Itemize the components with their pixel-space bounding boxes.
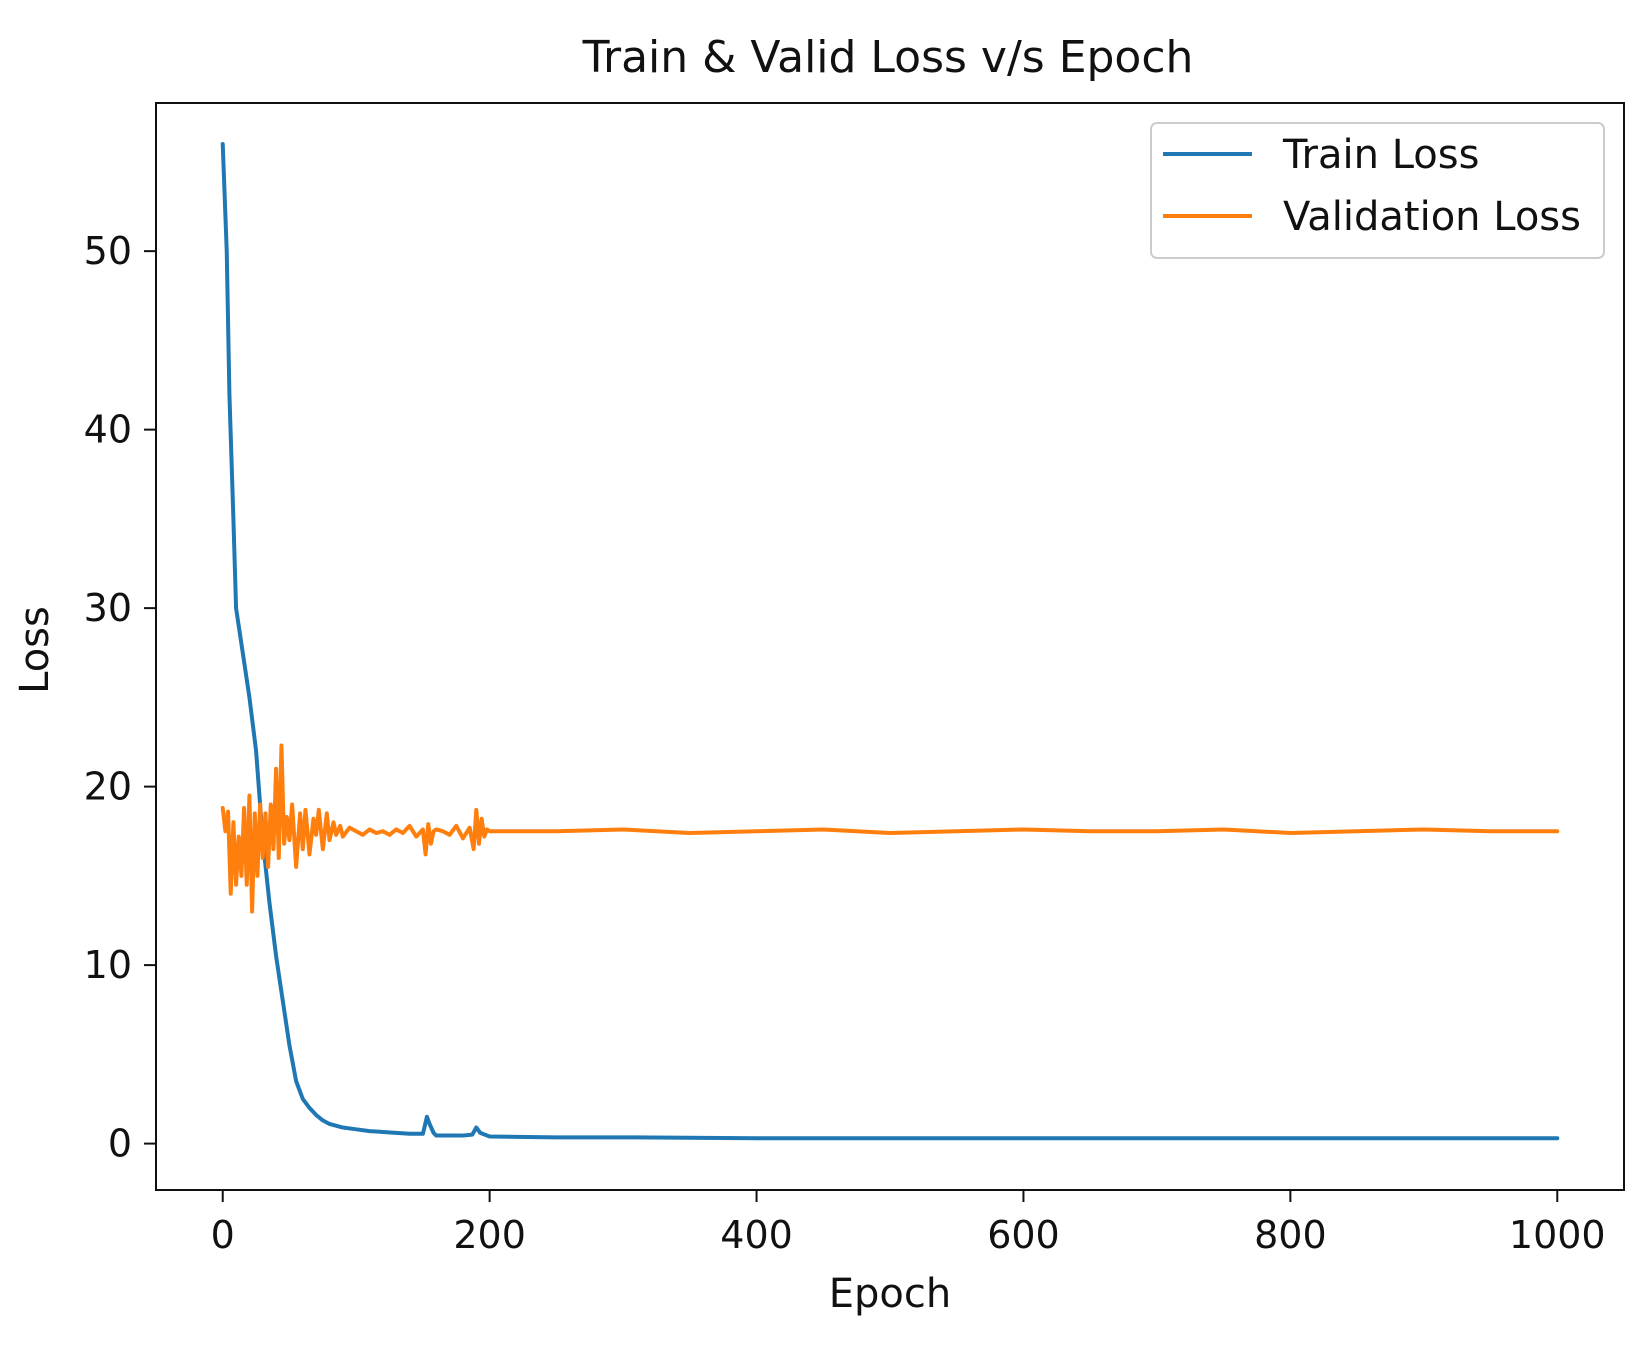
validation-loss-line — [220, 743, 1560, 914]
x-axis-ticks: 0 200 400 600 800 1000 — [211, 1190, 1606, 1257]
x-tick-label: 800 — [1254, 1213, 1327, 1257]
y-tick-label: 20 — [84, 765, 132, 809]
y-tick-label: 40 — [84, 408, 132, 452]
series-layer — [220, 142, 1560, 1141]
plot-area: 0 200 400 600 800 1000 0 10 20 30 40 50 — [84, 102, 1625, 1257]
plot-frame — [155, 102, 1625, 1191]
x-tick-label: 600 — [987, 1213, 1060, 1257]
x-tick-label: 400 — [720, 1213, 793, 1257]
legend-validation-loss-label: Validation Loss — [1283, 194, 1581, 240]
train-loss-line — [220, 142, 1560, 1141]
x-tick-label: 200 — [453, 1213, 526, 1257]
legend: Train Loss Validation Loss — [1150, 122, 1605, 259]
legend-box — [1150, 122, 1605, 259]
legend-train-loss-label: Train Loss — [1282, 132, 1479, 178]
y-tick-label: 30 — [84, 586, 132, 630]
y-axis-label: Loss — [12, 606, 58, 694]
chart-title: Train & Valid Loss v/s Epoch — [582, 32, 1194, 83]
y-axis-ticks: 0 10 20 30 40 50 — [84, 229, 156, 1166]
x-tick-label: 1000 — [1509, 1213, 1606, 1257]
x-tick-label: 0 — [211, 1213, 235, 1257]
y-tick-label: 10 — [84, 943, 132, 987]
y-tick-label: 0 — [108, 1122, 132, 1166]
x-axis-label: Epoch — [829, 1271, 951, 1317]
y-tick-label: 50 — [84, 229, 132, 273]
